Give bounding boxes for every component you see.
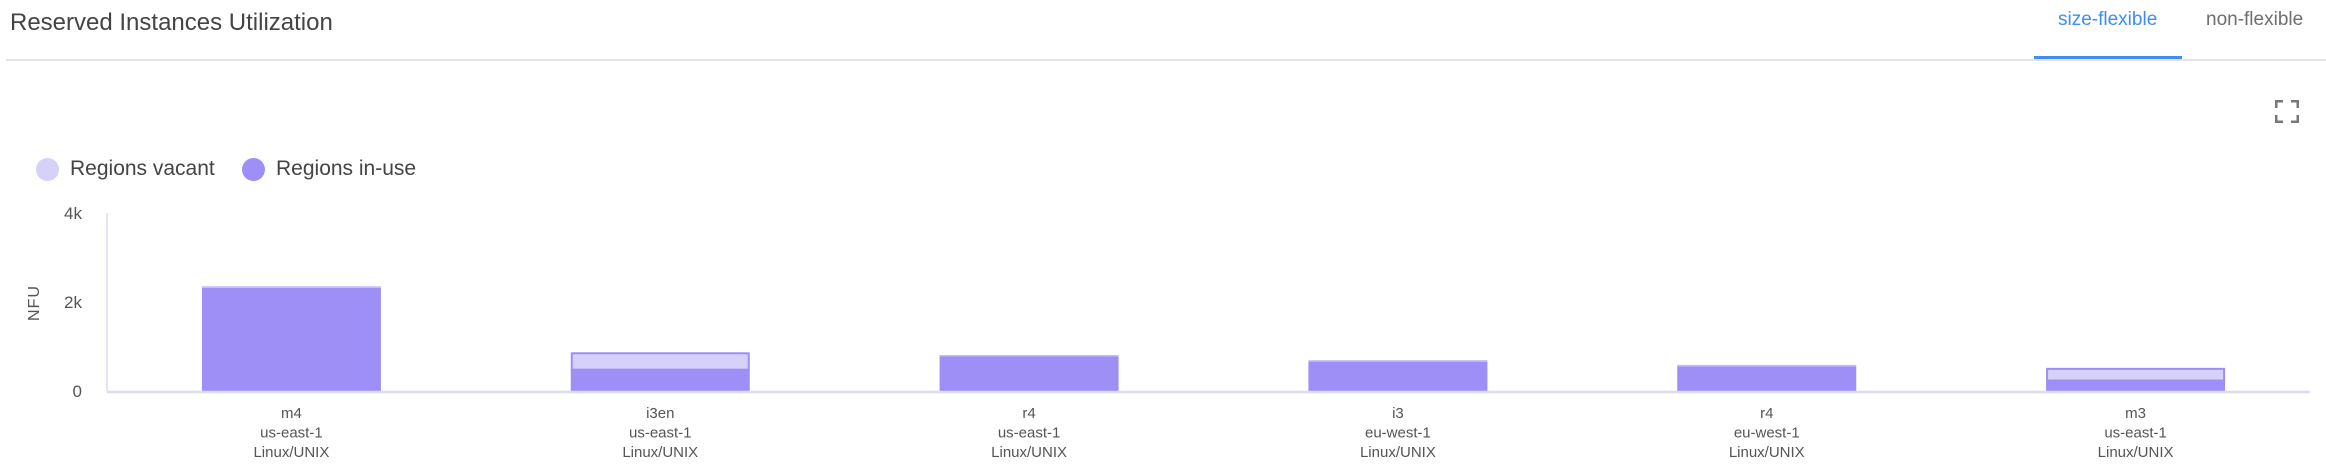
active-tab-indicator (2034, 56, 2182, 59)
x-tick-label: us-east-1 (629, 425, 692, 442)
x-tick-label: Linux/UNIX (1360, 444, 1436, 461)
bar-top-edge (201, 286, 381, 288)
bar-top-edge (1308, 360, 1488, 362)
y-tick-label: 0 (73, 382, 82, 401)
x-tick-label: m3 (2125, 405, 2146, 422)
x-tick-label: i3en (646, 405, 674, 422)
bar-in-use (570, 369, 750, 391)
fullscreen-icon[interactable] (2274, 99, 2300, 124)
x-tick-label: us-east-1 (998, 425, 1061, 442)
bar-in-use (201, 287, 381, 391)
x-tick-label: Linux/UNIX (253, 444, 329, 461)
legend-item-regions-in-use[interactable]: Regions in-use (242, 157, 416, 181)
x-tick-label: us-east-1 (260, 425, 323, 442)
x-tick-label: Linux/UNIX (622, 444, 698, 461)
x-tick-label: m4 (281, 405, 302, 422)
legend-label: Regions vacant (70, 157, 215, 180)
x-tick-label: i3 (1392, 405, 1404, 422)
page-title: Reserved Instances Utilization (10, 9, 333, 36)
x-tick-label: Linux/UNIX (2098, 444, 2174, 461)
y-tick-label: 4k (64, 204, 82, 223)
bar-top-edge (939, 355, 1119, 357)
y-axis-title: NFU (26, 285, 43, 321)
bar-in-use (1308, 361, 1488, 391)
x-tick-label: r4 (1022, 405, 1035, 422)
bar-in-use (939, 356, 1119, 391)
x-tick-label: Linux/UNIX (1729, 444, 1805, 461)
legend-swatch-vacant (36, 157, 59, 181)
bar-in-use (1677, 366, 1857, 391)
legend-swatch-in-use (242, 157, 265, 181)
bar-in-use (2046, 380, 2226, 391)
tab-non-flexible[interactable]: non-flexible (2206, 9, 2304, 30)
y-tick-label: 2k (64, 293, 82, 312)
bar-top-edge (1677, 364, 1857, 367)
x-tick-label: eu-west-1 (1734, 425, 1800, 442)
x-tick-label: us-east-1 (2104, 425, 2167, 442)
x-tick-label: Linux/UNIX (991, 444, 1067, 461)
x-tick-label: r4 (1760, 405, 1773, 422)
tab-size-flexible[interactable]: size-flexible (2058, 9, 2158, 30)
legend-label: Regions in-use (276, 157, 417, 180)
bar-vacant (570, 352, 750, 371)
header-divider (6, 59, 2326, 61)
legend-item-regions-vacant[interactable]: Regions vacant (36, 157, 215, 181)
x-tick-label: eu-west-1 (1365, 425, 1431, 442)
bar-vacant (2046, 367, 2226, 382)
